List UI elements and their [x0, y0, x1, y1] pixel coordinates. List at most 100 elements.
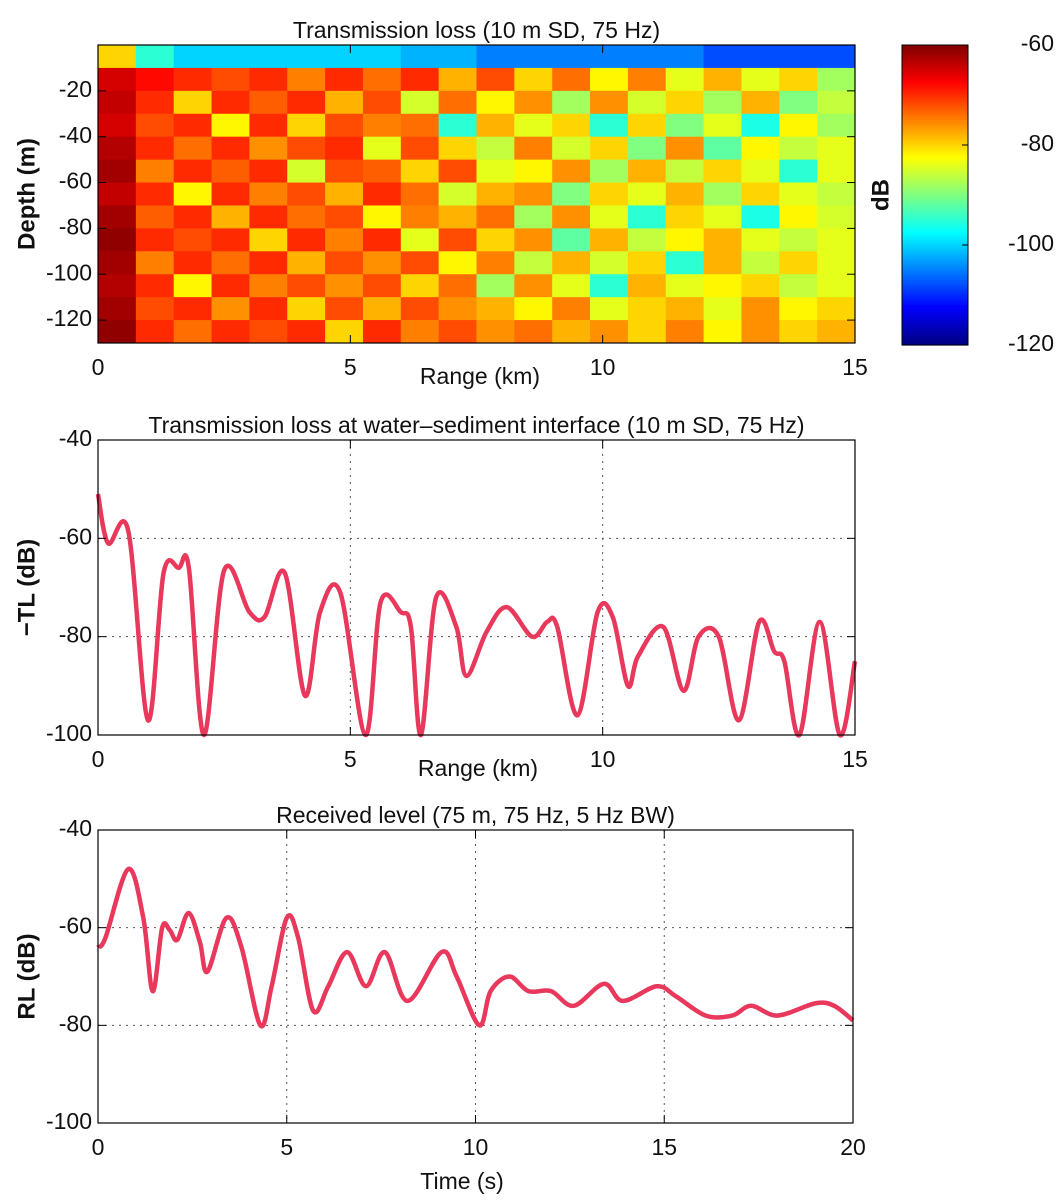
heatmap-cell [741, 90, 780, 115]
colorbar-band [902, 335, 968, 339]
x-axis-label: Range (km) [418, 755, 538, 781]
colorbar-band [902, 307, 968, 311]
x-tick-label: 0 [92, 1134, 105, 1160]
heatmap-cell [400, 136, 440, 161]
heatmap-cell [287, 67, 326, 92]
heatmap-cell [325, 251, 364, 275]
heatmap-cell [135, 320, 175, 344]
colorbar-band [902, 117, 968, 121]
colorbar-band [902, 100, 968, 104]
heatmap-cell [98, 251, 137, 275]
heatmap-cell [514, 67, 553, 92]
colorbar-band [902, 240, 968, 244]
colorbar-band [902, 52, 968, 56]
colorbar-band [902, 330, 968, 334]
heatmap-cell [476, 136, 515, 161]
colorbar-band [902, 272, 968, 276]
heatmap-cell [98, 113, 137, 138]
heatmap-cell [476, 90, 515, 115]
colorbar-label: dB [867, 179, 894, 211]
heatmap-cell [211, 45, 250, 69]
heatmap-cell [590, 251, 629, 275]
heatmap-cell [325, 90, 364, 115]
heatmap-cell [817, 205, 856, 229]
heatmap-cell [665, 182, 705, 206]
colorbar-band [902, 340, 968, 344]
heatmap-cell [703, 113, 742, 138]
heatmap-cell [173, 67, 213, 92]
heatmap-cell [249, 297, 288, 321]
colorbar-band [902, 155, 968, 159]
heatmap-cell [325, 205, 364, 229]
heatmap-cell [665, 113, 705, 138]
heatmap-cell [211, 67, 250, 92]
colorbar-band [902, 320, 968, 324]
heatmap-cell [325, 67, 364, 92]
colorbar-band [902, 265, 968, 269]
heatmap-cell [817, 251, 856, 275]
heatmap-cell [287, 90, 326, 115]
heatmap-cell [135, 67, 175, 92]
heatmap-cell [211, 113, 250, 138]
heatmap-cell [362, 182, 402, 206]
heatmap-cell [173, 159, 213, 184]
colorbar-band [902, 82, 968, 86]
x-tick-label: 10 [463, 1134, 489, 1160]
heatmap-cell [249, 182, 288, 206]
heatmap-cell [552, 205, 591, 229]
colorbar-band [902, 282, 968, 286]
heatmap-cell [98, 205, 137, 229]
heatmap-cell [249, 274, 288, 298]
heatmap-cell [249, 251, 288, 275]
heatmap-cell [362, 320, 402, 344]
heatmap-cell [287, 45, 326, 69]
y-tick-label: -40 [59, 425, 92, 451]
heatmap-cell [590, 228, 629, 252]
heatmap-cell [135, 182, 175, 206]
heatmap-cell [98, 320, 137, 344]
heatmap-cell [476, 159, 515, 184]
axes-frame [97, 44, 856, 344]
heatmap-cell [665, 228, 705, 252]
heatmap-cell [703, 251, 742, 275]
colorbar-tick-label: -100 [1008, 230, 1054, 256]
heatmap-cell [703, 45, 742, 69]
heatmap-cell [362, 113, 402, 138]
colorbar-band [902, 280, 968, 284]
heatmap-cell [287, 205, 326, 229]
y-tick-label: -80 [59, 1010, 92, 1036]
colorbar-band [902, 260, 968, 264]
colorbar-band [902, 295, 968, 299]
heatmap-cell [476, 320, 515, 344]
heatmap-cell [703, 159, 742, 184]
heatmap-cell [211, 90, 250, 115]
heatmap-cell [627, 90, 667, 115]
colorbar-band [902, 255, 968, 259]
heatmap-cell [590, 90, 629, 115]
heatmap-cell [98, 274, 137, 298]
heatmap-cell [249, 136, 288, 161]
heatmap-cell [287, 251, 326, 275]
heatmap-cell [590, 159, 629, 184]
colorbar-band [902, 177, 968, 181]
colorbar-band [902, 75, 968, 79]
heatmap-cell [817, 136, 856, 161]
heatmap-cell [135, 205, 175, 229]
heatmap-cell [249, 205, 288, 229]
colorbar-band [902, 92, 968, 96]
heatmap-cell [703, 205, 742, 229]
colorbar-band [902, 160, 968, 164]
heatmap-cell [741, 136, 780, 161]
heatmap-cell [476, 67, 515, 92]
heatmap-cell [703, 297, 742, 321]
heatmap-cell [590, 205, 629, 229]
colorbar-band [902, 95, 968, 99]
heatmap-cell [817, 297, 856, 321]
colorbar-band [902, 302, 968, 306]
heatmap-cell [287, 274, 326, 298]
colorbar-band [902, 205, 968, 209]
heatmap-cell [135, 113, 175, 138]
heatmap-cell [173, 136, 213, 161]
heatmap-cell [287, 182, 326, 206]
colorbar-band [902, 65, 968, 69]
